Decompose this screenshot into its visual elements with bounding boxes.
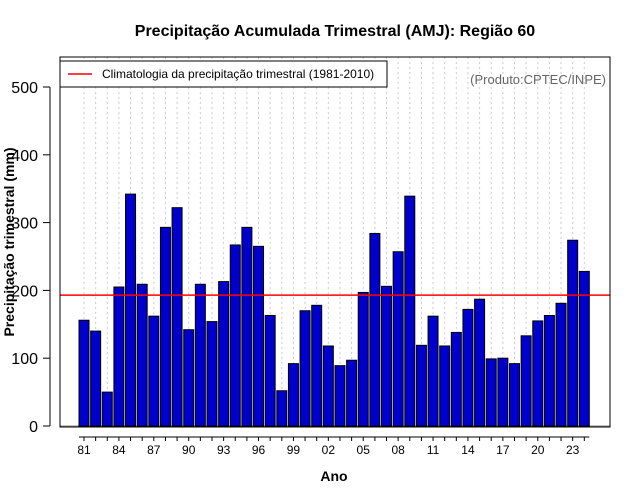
bar-06 bbox=[369, 232, 381, 427]
bar-84 bbox=[113, 286, 125, 427]
y-axis-title: Precipitação trimestral (mm) bbox=[1, 147, 17, 336]
bar-15 bbox=[474, 298, 486, 427]
x-tick-label: 84 bbox=[112, 443, 126, 457]
credit-text: (Produto:CPTEC/INPE) bbox=[470, 72, 606, 87]
bar-05 bbox=[357, 291, 369, 427]
y-axis: 0 100 200 300 400 500 bbox=[11, 80, 51, 436]
x-tick-label: 90 bbox=[182, 443, 196, 457]
bar-01 bbox=[311, 304, 323, 427]
x-tick-label: 81 bbox=[77, 443, 91, 457]
grid-lines bbox=[83, 57, 585, 426]
x-tick-label: 17 bbox=[496, 443, 510, 457]
bar-97 bbox=[264, 314, 276, 427]
y-tick-label: 400 bbox=[11, 148, 38, 165]
bar-11 bbox=[427, 315, 439, 427]
legend-label: Climatologia da precipitação trimestral … bbox=[102, 67, 374, 81]
bar-07 bbox=[381, 285, 393, 427]
bar-85 bbox=[125, 193, 137, 427]
bar-17 bbox=[497, 357, 509, 427]
bar-90 bbox=[183, 329, 195, 427]
bar-14 bbox=[462, 308, 474, 427]
bar-19 bbox=[520, 335, 532, 427]
plot-frame bbox=[59, 56, 611, 428]
bar-08 bbox=[392, 251, 404, 427]
bar-88 bbox=[159, 226, 171, 427]
bar-18 bbox=[508, 363, 520, 427]
bar-91 bbox=[194, 283, 206, 427]
x-tick-label: 05 bbox=[357, 443, 371, 457]
bar-04 bbox=[346, 359, 358, 427]
x-tick-label: 93 bbox=[217, 443, 231, 457]
bar-02 bbox=[322, 345, 334, 427]
y-tick-label: 300 bbox=[11, 216, 38, 233]
x-tick-label: 08 bbox=[391, 443, 405, 457]
chart-title: Precipitação Acumulada Trimestral (AMJ):… bbox=[135, 23, 536, 40]
bar-21 bbox=[543, 314, 555, 427]
x-tick-label: 87 bbox=[147, 443, 161, 457]
bar-series bbox=[78, 193, 590, 427]
x-tick-label: 11 bbox=[427, 443, 440, 457]
bar-81 bbox=[78, 319, 90, 427]
x-axis: 81 84 87 90 93 96 99 02 05 08 11 14 17 20 23 bbox=[77, 436, 590, 457]
bar-23 bbox=[567, 239, 579, 427]
bar-86 bbox=[136, 283, 148, 427]
bar-12 bbox=[439, 345, 451, 427]
bar-10 bbox=[415, 344, 427, 427]
bar-95 bbox=[241, 226, 253, 427]
x-tick-label: 23 bbox=[566, 443, 580, 457]
legend-box bbox=[59, 60, 388, 88]
bar-99 bbox=[287, 363, 299, 427]
bar-83 bbox=[101, 391, 113, 427]
x-tick-label: 20 bbox=[531, 443, 545, 457]
bar-00 bbox=[299, 310, 311, 427]
y-tick-label: 0 bbox=[29, 419, 38, 436]
x-axis-title: Ano bbox=[320, 468, 347, 484]
bar-96 bbox=[253, 245, 265, 427]
bar-13 bbox=[450, 331, 462, 427]
bar-24 bbox=[578, 270, 590, 427]
x-tick-label: 96 bbox=[252, 443, 266, 457]
y-tick-label: 500 bbox=[11, 80, 38, 97]
bar-03 bbox=[334, 365, 346, 427]
y-tick-label: 200 bbox=[11, 283, 38, 300]
bar-98 bbox=[276, 390, 288, 427]
bar-82 bbox=[90, 330, 102, 427]
legend: Climatologia da precipitação trimestral … bbox=[59, 60, 388, 88]
bar-92 bbox=[206, 321, 218, 427]
bar-87 bbox=[148, 315, 160, 427]
x-tick-label: 02 bbox=[322, 443, 336, 457]
x-tick-label: 99 bbox=[287, 443, 301, 457]
x-tick-label: 14 bbox=[461, 443, 475, 457]
bar-16 bbox=[485, 358, 497, 427]
bar-93 bbox=[218, 281, 230, 427]
y-tick-label: 100 bbox=[11, 351, 38, 368]
bar-22 bbox=[555, 302, 567, 427]
bar-94 bbox=[229, 244, 241, 427]
bar-20 bbox=[532, 320, 544, 427]
bar-09 bbox=[404, 195, 416, 427]
bar-89 bbox=[171, 207, 183, 427]
